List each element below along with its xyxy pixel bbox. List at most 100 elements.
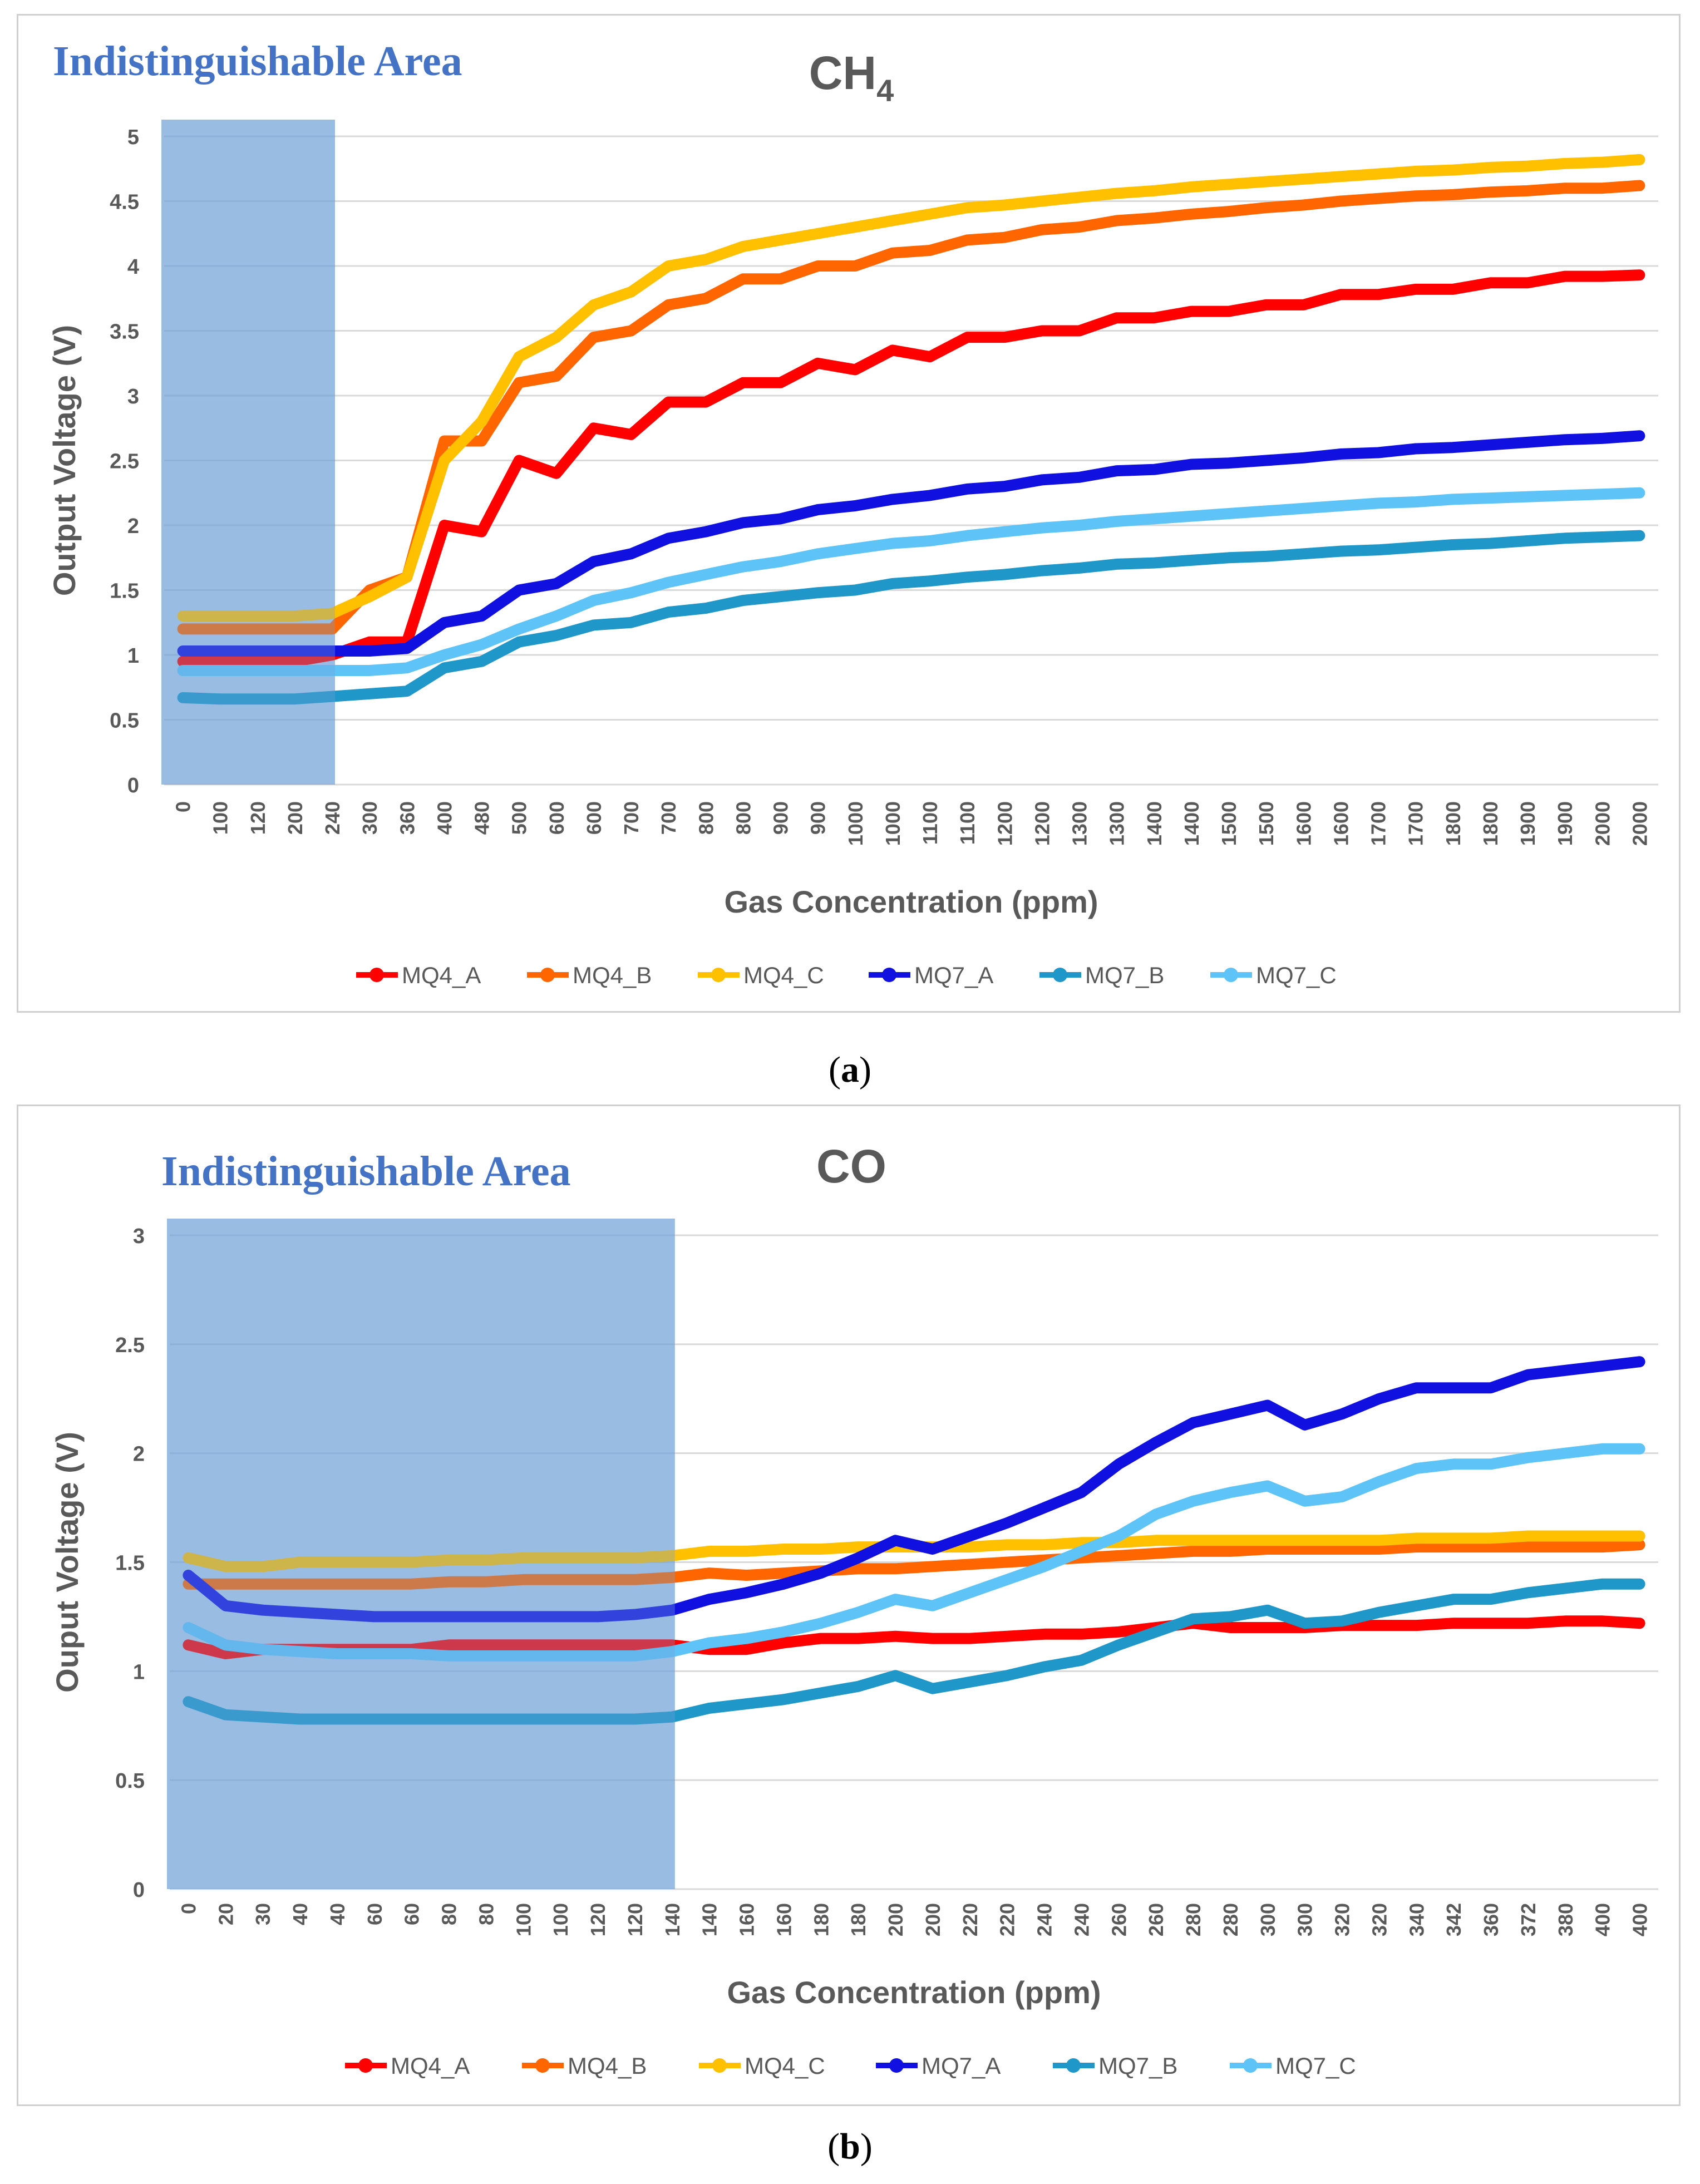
ch4-point-mq4_a: [1261, 299, 1272, 310]
co-point-mq7_b: [778, 1694, 789, 1705]
ch4-legend-label-mq7_b: MQ7_B: [1085, 962, 1164, 988]
ch4-point-mq4_a: [476, 526, 487, 537]
ch4-point-mq4_a: [1485, 278, 1495, 288]
co-point-mq7_b: [667, 1712, 677, 1722]
ch4-point-mq7_c: [1560, 490, 1570, 501]
co-point-mq4_a: [1374, 1620, 1384, 1631]
ch4-point-mq4_c: [850, 222, 860, 233]
co-point-mq7_a: [593, 1611, 603, 1622]
ch4-point-mq7_a: [812, 505, 823, 515]
ch4-point-mq4_b: [1111, 215, 1122, 226]
co-point-mq7_a: [183, 1570, 194, 1580]
co-point-mq7_c: [890, 1594, 901, 1605]
ch4-point-mq7_b: [1074, 563, 1085, 573]
ch4-point-mq4_b: [887, 248, 898, 258]
co-point-mq7_b: [183, 1697, 194, 1707]
ch4-point-mq4_c: [289, 611, 300, 622]
co-point-mq4_c: [1337, 1535, 1347, 1546]
ch4-series-line-mq7_a: [177, 430, 1645, 657]
ch4-point-mq4_a: [1149, 313, 1159, 323]
co-point-mq7_c: [1299, 1496, 1310, 1506]
ch4-point-mq7_b: [626, 617, 637, 628]
ch4-point-mq4_c: [1037, 196, 1047, 206]
co-point-mq7_b: [1076, 1655, 1087, 1665]
ch4-point-mq4_a: [252, 656, 263, 667]
co-point-mq4_a: [890, 1631, 901, 1641]
co-point-mq7_c: [1374, 1476, 1384, 1487]
co-y-axis-label: Ouput Voltage (V): [50, 1432, 85, 1693]
co-point-mq7_a: [1076, 1487, 1087, 1498]
co-point-mq4_b: [964, 1559, 975, 1570]
ch4-point-mq7_b: [402, 686, 412, 697]
ch4-point-mq7_a: [1074, 472, 1085, 482]
ch4-point-mq4_c: [514, 352, 524, 362]
co-point-mq7_a: [258, 1605, 268, 1615]
co-point-mq4_a: [778, 1638, 789, 1648]
ch4-point-mq4_b: [1522, 185, 1533, 196]
caption-b: (b): [827, 2126, 873, 2167]
ch4-point-mq7_a: [1224, 458, 1234, 469]
co-point-mq4_c: [258, 1561, 268, 1572]
co-point-mq4_b: [1299, 1544, 1310, 1554]
co-point-mq7_a: [295, 1607, 305, 1618]
co-y-tick-label: 2: [133, 1443, 145, 1466]
ch4-point-mq7_c: [1186, 511, 1196, 521]
ch4-x-tick-label: 500: [508, 801, 531, 835]
co-x-tick-label: 340: [1405, 1903, 1428, 1936]
ch4-point-mq4_c: [1410, 166, 1421, 176]
ch4-point-mq7_b: [215, 694, 225, 704]
ch4-point-mq7_b: [850, 585, 860, 595]
ch4-point-mq7_c: [1634, 487, 1645, 498]
ch4-point-mq4_a: [1298, 299, 1309, 310]
ch4-point-mq4_b: [1074, 222, 1085, 233]
co-point-mq4_a: [1522, 1618, 1533, 1629]
ch4-point-mq7_a: [850, 501, 860, 511]
ch4-x-tick-label: 1400: [1180, 801, 1203, 846]
ch4-point-mq7_a: [439, 617, 450, 628]
ch4-x-tick-label: 600: [545, 801, 568, 835]
ch4-point-mq7_a: [1560, 435, 1570, 445]
co-point-mq7_c: [593, 1650, 603, 1661]
ch4-point-mq4_a: [1597, 271, 1608, 282]
ch4-point-mq4_b: [439, 436, 450, 446]
co-x-tick-label: 40: [289, 1903, 312, 1925]
ch4-point-mq7_a: [476, 611, 487, 622]
ch4-legend-marker-mq7_b: [1053, 968, 1067, 982]
co-point-mq7_c: [704, 1638, 715, 1648]
ch4-point-mq4_b: [1634, 180, 1645, 191]
co-point-mq7_a: [369, 1611, 380, 1622]
ch4-point-mq7_c: [327, 665, 338, 676]
co-point-mq7_a: [1299, 1419, 1310, 1430]
ch4-point-mq7_c: [701, 569, 711, 580]
co-point-mq7_c: [1337, 1492, 1347, 1502]
co-point-mq4_b: [890, 1564, 901, 1574]
ch4-y-tick-label: 1.5: [110, 580, 139, 603]
ch4-x-tick-label: 1600: [1329, 801, 1352, 846]
co-point-mq7_a: [1039, 1502, 1049, 1513]
co-x-tick-label: 280: [1182, 1903, 1205, 1936]
co-point-mq4_b: [481, 1576, 491, 1587]
ch4-point-mq7_c: [178, 665, 188, 676]
ch4-point-mq4_a: [1373, 289, 1383, 300]
ch4-chart-title: CH4: [809, 47, 894, 108]
co-point-mq7_b: [1374, 1607, 1384, 1618]
ch4-x-tick-label: 480: [471, 801, 494, 835]
co-x-tick-label: 360: [1480, 1903, 1502, 1936]
ch4-point-mq4_a: [1037, 326, 1047, 336]
co-point-mq4_c: [183, 1552, 194, 1563]
ch4-point-mq4_c: [588, 299, 599, 310]
ch4-indistinguishable-area-overlay: [161, 120, 336, 785]
co-point-mq4_a: [853, 1633, 864, 1644]
co-series-line-mq7_b: [183, 1578, 1645, 1725]
co-point-mq7_c: [741, 1633, 752, 1644]
co-point-mq4_b: [1448, 1542, 1459, 1552]
co-point-mq4_b: [853, 1564, 864, 1574]
ch4-x-tick-label: 1700: [1405, 801, 1427, 846]
co-series-line-mq4_b: [183, 1539, 1645, 1590]
ch4-point-mq4_b: [1149, 213, 1159, 223]
co-point-mq4_b: [1486, 1542, 1496, 1552]
ch4-point-mq4_c: [215, 611, 225, 622]
co-point-mq7_b: [1299, 1618, 1310, 1629]
co-x-tick-label: 100: [549, 1903, 572, 1936]
ch4-point-mq4_c: [1224, 179, 1234, 190]
